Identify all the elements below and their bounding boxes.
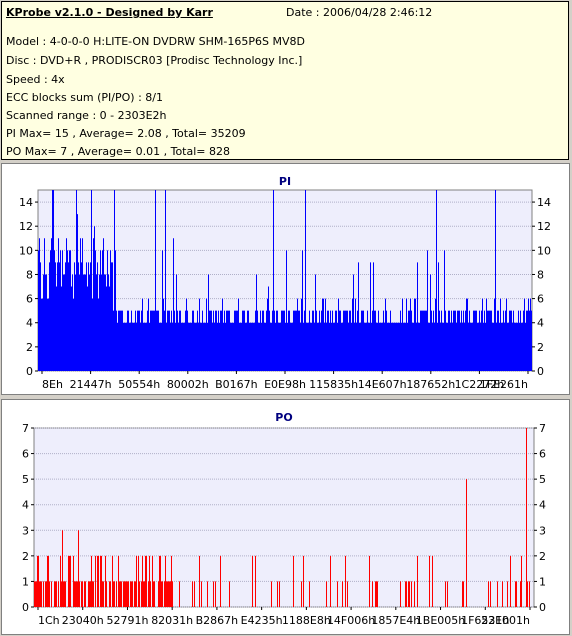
po-ytick-label-left: 5 — [22, 473, 29, 486]
po-xtick-label: 1F6531h — [461, 614, 509, 627]
info-panel: KProbe v2.1.0 - Designed by Karr Date : … — [1, 1, 569, 160]
pi-ytick-label-left: 12 — [19, 220, 33, 233]
po-xtick-label: 22E001h — [481, 614, 530, 627]
po-xtick-label: 23040h — [62, 614, 104, 627]
po-xtick-label: 1188E8h — [282, 614, 331, 627]
app-title: KProbe v2.1.0 - Designed by Karr — [6, 6, 213, 19]
po-ytick-label-right: 0 — [539, 601, 546, 614]
info-speed: Speed : 4x — [6, 73, 65, 86]
po-ytick-label-left: 6 — [22, 448, 29, 461]
po-ytick-label-right: 5 — [539, 473, 546, 486]
po-xtick-label: 1Ch — [38, 614, 60, 627]
po-ytick-label-right: 1 — [539, 575, 546, 588]
scan-date: Date : 2006/04/28 2:46:12 — [286, 6, 433, 19]
pi-xtick-label: B0167h — [215, 378, 258, 391]
po-xtick-label: 1857E4h — [371, 614, 420, 627]
pi-ytick-label-right: 6 — [537, 293, 544, 306]
pi-ytick-label-right: 4 — [537, 317, 544, 330]
po-plot-area — [33, 427, 535, 608]
po-chart: PO 0 0 1 1 2 2 3 3 4 4 5 5 6 6 7 7 1Ch 23040h 52791h 82031h B… — [22, 411, 546, 627]
po-ytick-label-right: 2 — [539, 550, 546, 563]
pi-ytick-label-right: 12 — [537, 220, 551, 233]
pi-ytick-label-right: 14 — [537, 196, 551, 209]
pi-ytick-label-left: 2 — [26, 341, 33, 354]
po-chart-panel: PO 0 0 1 1 2 2 3 3 4 4 5 5 6 6 7 7 1Ch 23040h 52791h 82031h B… — [1, 399, 570, 635]
po-xtick-label: E4235h — [241, 614, 283, 627]
po-xtick-label: 52791h — [106, 614, 148, 627]
pi-ytick-label-right: 8 — [537, 268, 544, 281]
pi-xtick-label: 80002h — [167, 378, 209, 391]
pi-ytick-label-right: 10 — [537, 244, 551, 257]
pi-xtick-label: 50554h — [118, 378, 160, 391]
info-scanned-range: Scanned range : 0 - 2303E2h — [6, 109, 167, 122]
po-ytick-label-left: 7 — [22, 422, 29, 435]
pi-chart: PI 0 0 2 2 4 4 6 6 8 8 10 10 12 12 14 14 8Eh 21447h 50554h 8… — [19, 175, 551, 391]
pi-ytick-label-left: 8 — [26, 268, 33, 281]
po-ytick-label-left: 3 — [22, 524, 29, 537]
pi-xtick-label: 14E607h — [358, 378, 407, 391]
pi-ytick-label-right: 0 — [537, 365, 544, 378]
pi-chart-title: PI — [279, 175, 291, 188]
info-ecc-blocks: ECC blocks sum (PI/PO) : 8/1 — [6, 91, 163, 104]
pi-ytick-label-left: 6 — [26, 293, 33, 306]
pi-error-bars — [38, 190, 532, 371]
po-ytick-label-right: 4 — [539, 499, 546, 512]
pi-xtick-label: 187652h — [406, 378, 455, 391]
pi-xtick-label: 115835h — [309, 378, 358, 391]
po-chart-title: PO — [275, 411, 292, 424]
po-error-bars — [34, 428, 530, 607]
pi-ytick-label-left: 4 — [26, 317, 33, 330]
pi-chart-panel: PI 0 0 2 2 4 4 6 6 8 8 10 10 12 12 14 14 8Eh 21447h 50554h 8… — [1, 163, 570, 395]
info-disc: Disc : DVD+R , PRODISCR03 [Prodisc Techn… — [6, 54, 303, 67]
po-xtick-label: 14F006h — [327, 614, 375, 627]
pi-ytick-label-left: 10 — [19, 244, 33, 257]
pi-xtick-label: 8Eh — [42, 378, 63, 391]
pi-xtick-label: 1C2272h — [455, 378, 505, 391]
po-ytick-label-right: 6 — [539, 448, 546, 461]
pi-ytick-label-left: 14 — [19, 196, 33, 209]
po-bars — [34, 428, 530, 607]
pi-xtick-label: E0E98h — [264, 378, 306, 391]
pi-ytick-label-left: 0 — [26, 365, 33, 378]
po-ytick-label-right: 3 — [539, 524, 546, 537]
pi-xtick-label: 1FE261h — [480, 378, 528, 391]
po-ytick-label-left: 1 — [22, 575, 29, 588]
pi-ytick-label-right: 2 — [537, 341, 544, 354]
po-xtick-label: 1BE005h — [416, 614, 465, 627]
po-ytick-label-left: 2 — [22, 550, 29, 563]
po-xtick-label: 82031h — [151, 614, 193, 627]
pi-bars — [38, 190, 532, 371]
po-ytick-label-left: 4 — [22, 499, 29, 512]
info-model: Model : 4-0-0-0 H:LITE-ON DVDRW SHM-165P… — [6, 35, 305, 48]
info-po-stats: PO Max= 7 , Average= 0.01 , Total= 828 — [6, 145, 230, 158]
po-xtick-label: B2867h — [196, 614, 239, 627]
po-ytick-label-left: 0 — [22, 601, 29, 614]
po-ytick-label-right: 7 — [539, 422, 546, 435]
info-pi-stats: PI Max= 15 , Average= 2.08 , Total= 3520… — [6, 127, 246, 140]
pi-xtick-label: 21447h — [70, 378, 112, 391]
